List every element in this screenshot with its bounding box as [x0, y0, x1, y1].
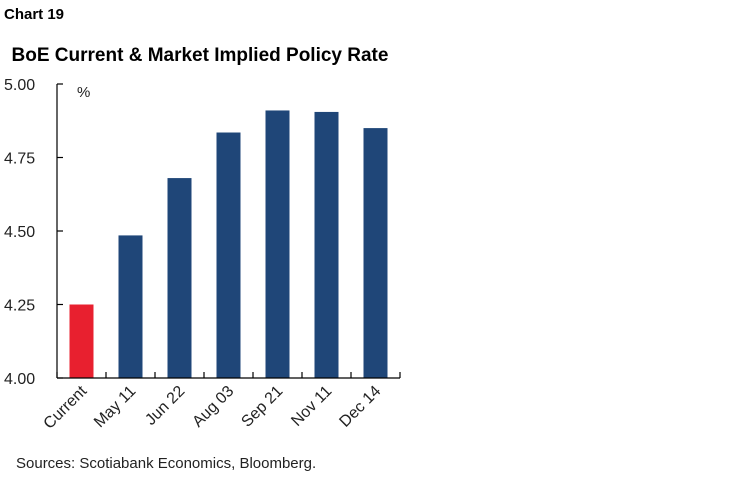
- y-tick-label: 4.00: [4, 371, 35, 388]
- bar-sep-21: [265, 110, 290, 379]
- bar-dec-14: [363, 128, 388, 378]
- y-tick-label: 4.75: [4, 151, 35, 168]
- y-unit-label: %: [77, 84, 90, 101]
- source-note: Sources: Scotiabank Economics, Bloomberg…: [16, 455, 317, 472]
- x-tick-label: Current: [41, 382, 91, 432]
- y-tick-label: 4.50: [4, 224, 35, 241]
- axes-layer: [56, 83, 401, 379]
- x-tick-label: Nov 11: [288, 383, 335, 430]
- x-tick-label: Sep 21: [238, 383, 286, 431]
- bar-chart: 4.00 4.25 4.50 4.75 5.00 Current May 11 Jun 22 A…: [4, 77, 401, 433]
- bars-layer: [69, 110, 388, 379]
- bar-current: [69, 304, 94, 378]
- chart-title: BoE Current & Market Implied Policy Rate: [11, 45, 389, 66]
- y-tick-label: 4.25: [4, 298, 35, 315]
- bar-aug-03: [216, 132, 241, 378]
- bar-nov-11: [314, 111, 339, 379]
- chart-number: Chart 19: [4, 6, 65, 23]
- y-tick-label: 5.00: [4, 77, 35, 94]
- x-tick-label: Dec 14: [336, 383, 384, 431]
- bar-jun-22: [167, 178, 192, 378]
- x-tick-label: Aug 03: [189, 383, 237, 431]
- bar-may-11: [118, 235, 143, 378]
- x-tick-label: May 11: [91, 383, 139, 431]
- x-tick-label: Jun 22: [142, 383, 188, 429]
